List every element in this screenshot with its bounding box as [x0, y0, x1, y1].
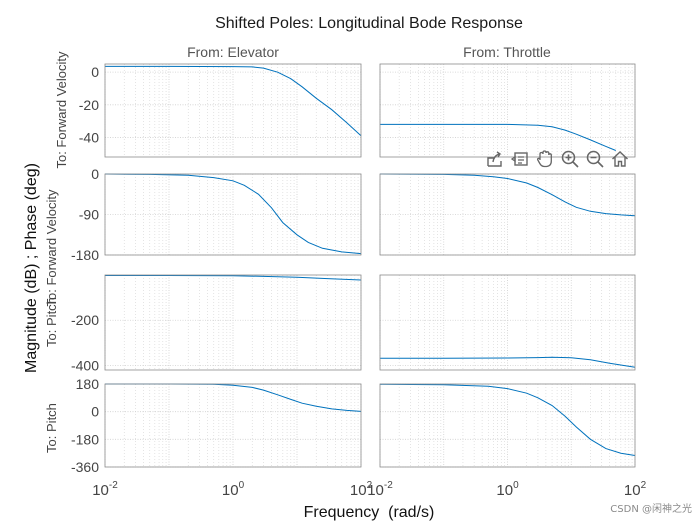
export-button[interactable]: [483, 148, 507, 170]
y-tick-label: 180: [76, 376, 100, 392]
series-line: [105, 275, 362, 281]
series-line: [105, 65, 362, 137]
axes-frame: [379, 383, 636, 468]
axes-frame: [379, 173, 636, 256]
y-tick-label: -400: [71, 357, 99, 373]
x-tick-label: 10-2: [367, 480, 393, 499]
axes-frame: [104, 383, 362, 468]
axes-frame: [379, 63, 636, 158]
y-tick-label: -40: [79, 129, 99, 145]
axes-frame: [379, 274, 636, 371]
x-tick-label: 100: [222, 480, 245, 499]
axes-toolbar: [483, 148, 632, 170]
y-tick-label: -180: [71, 247, 99, 263]
chart-title: Shifted Poles: Longitudinal Bode Respons…: [215, 15, 523, 32]
series-line: [379, 173, 636, 217]
x-tick-label: 102: [624, 480, 647, 499]
axes-frame: [104, 173, 362, 256]
y-tick-label: 0: [91, 166, 99, 182]
y-tick-label: -20: [79, 97, 99, 113]
y-axis-label: Magnitude (dB) ; Phase (deg): [23, 163, 40, 373]
pan-button[interactable]: [533, 148, 557, 170]
y-tick-label: -200: [71, 312, 99, 328]
column-label-throttle: From: Throttle: [463, 44, 551, 60]
row-label-pitch-1: To: Pitch: [44, 297, 59, 347]
x-axis-label: Frequency (rad/s): [304, 504, 435, 521]
x-tick-label: 100: [496, 480, 519, 499]
series-line: [104, 173, 362, 255]
zoom-out-icon: [586, 150, 604, 168]
home-icon: [612, 151, 628, 167]
axes-frame: [104, 274, 362, 371]
plot-area: [380, 384, 635, 467]
home-button[interactable]: [608, 148, 632, 170]
series-line: [380, 123, 616, 151]
series-line: [380, 356, 636, 368]
plot-area: [105, 384, 361, 467]
y-tick-label: -90: [79, 207, 99, 223]
row-label-pitch-2: To: Pitch: [44, 403, 59, 453]
axes-frame: [104, 63, 362, 158]
y-tick-label: -180: [71, 431, 99, 447]
series-line: [379, 383, 636, 456]
y-tick-label: 0: [91, 404, 99, 420]
data-tips-button[interactable]: [508, 148, 532, 170]
export-icon: [487, 151, 502, 167]
pan-icon: [536, 150, 552, 168]
column-label-elevator: From: Elevator: [187, 44, 279, 60]
watermark: CSDN @闲神之光: [610, 504, 692, 515]
y-tick-label: -360: [71, 459, 99, 475]
data-tips-icon: [510, 152, 528, 166]
row-label-forward-velocity-2: To: Forward Velocity: [44, 189, 59, 307]
zoom-in-button[interactable]: [558, 148, 582, 170]
plot-area: [105, 64, 361, 157]
x-tick-label: 10-2: [92, 480, 118, 499]
y-tick-label: 0: [91, 64, 99, 80]
zoom-in-icon: [561, 150, 579, 168]
row-label-forward-velocity-1: To: Forward Velocity: [54, 51, 69, 169]
zoom-out-button[interactable]: [583, 148, 607, 170]
